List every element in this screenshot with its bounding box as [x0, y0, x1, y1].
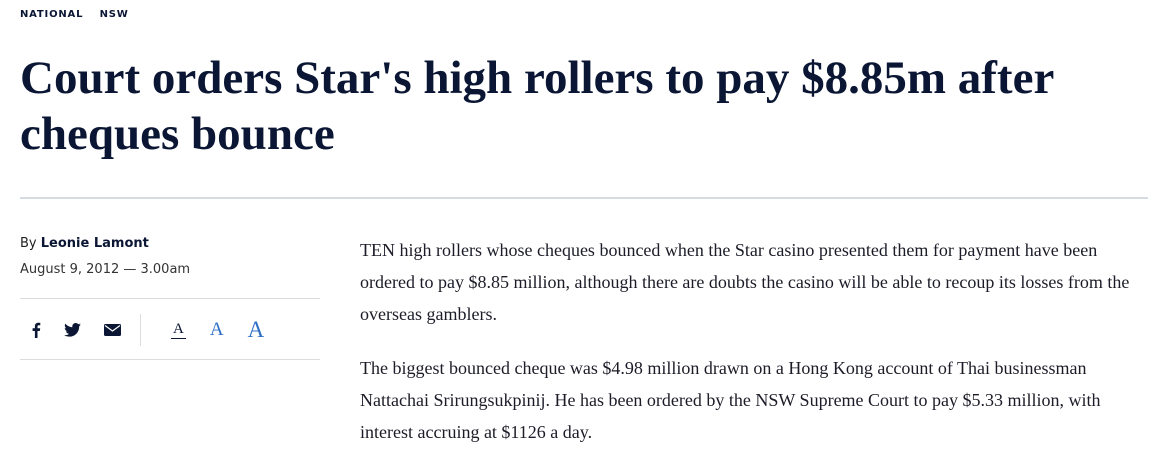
share-bar: A A A: [20, 310, 276, 350]
author-link[interactable]: Leonie Lamont: [40, 236, 149, 251]
tag-nsw[interactable]: NSW: [99, 9, 129, 20]
tag-national[interactable]: NATIONAL: [20, 9, 84, 20]
font-size-small-button[interactable]: A: [171, 321, 186, 339]
font-size-large-button[interactable]: A: [247, 317, 265, 342]
email-icon[interactable]: [92, 324, 132, 336]
divider: [140, 314, 141, 346]
headline: Court orders Star's high rollers to pay …: [20, 52, 1054, 160]
publish-date: August 9, 2012 — 3.00am: [20, 262, 191, 277]
byline: By Leonie Lamont: [20, 236, 149, 251]
paragraph: The biggest bounced cheque was $4.98 mil…: [360, 358, 1101, 442]
paragraph: TEN high rollers whose cheques bounced w…: [360, 240, 1130, 324]
twitter-icon[interactable]: [52, 323, 92, 337]
facebook-icon[interactable]: [20, 322, 52, 338]
divider: [20, 359, 320, 360]
divider: [20, 197, 1148, 199]
breadcrumb: NATIONAL NSW: [20, 9, 141, 20]
byline-prefix: By: [20, 236, 41, 251]
font-size-medium-button[interactable]: A: [209, 319, 224, 340]
divider: [20, 298, 320, 299]
article-body: TEN high rollers whose cheques bounced w…: [360, 234, 1150, 470]
